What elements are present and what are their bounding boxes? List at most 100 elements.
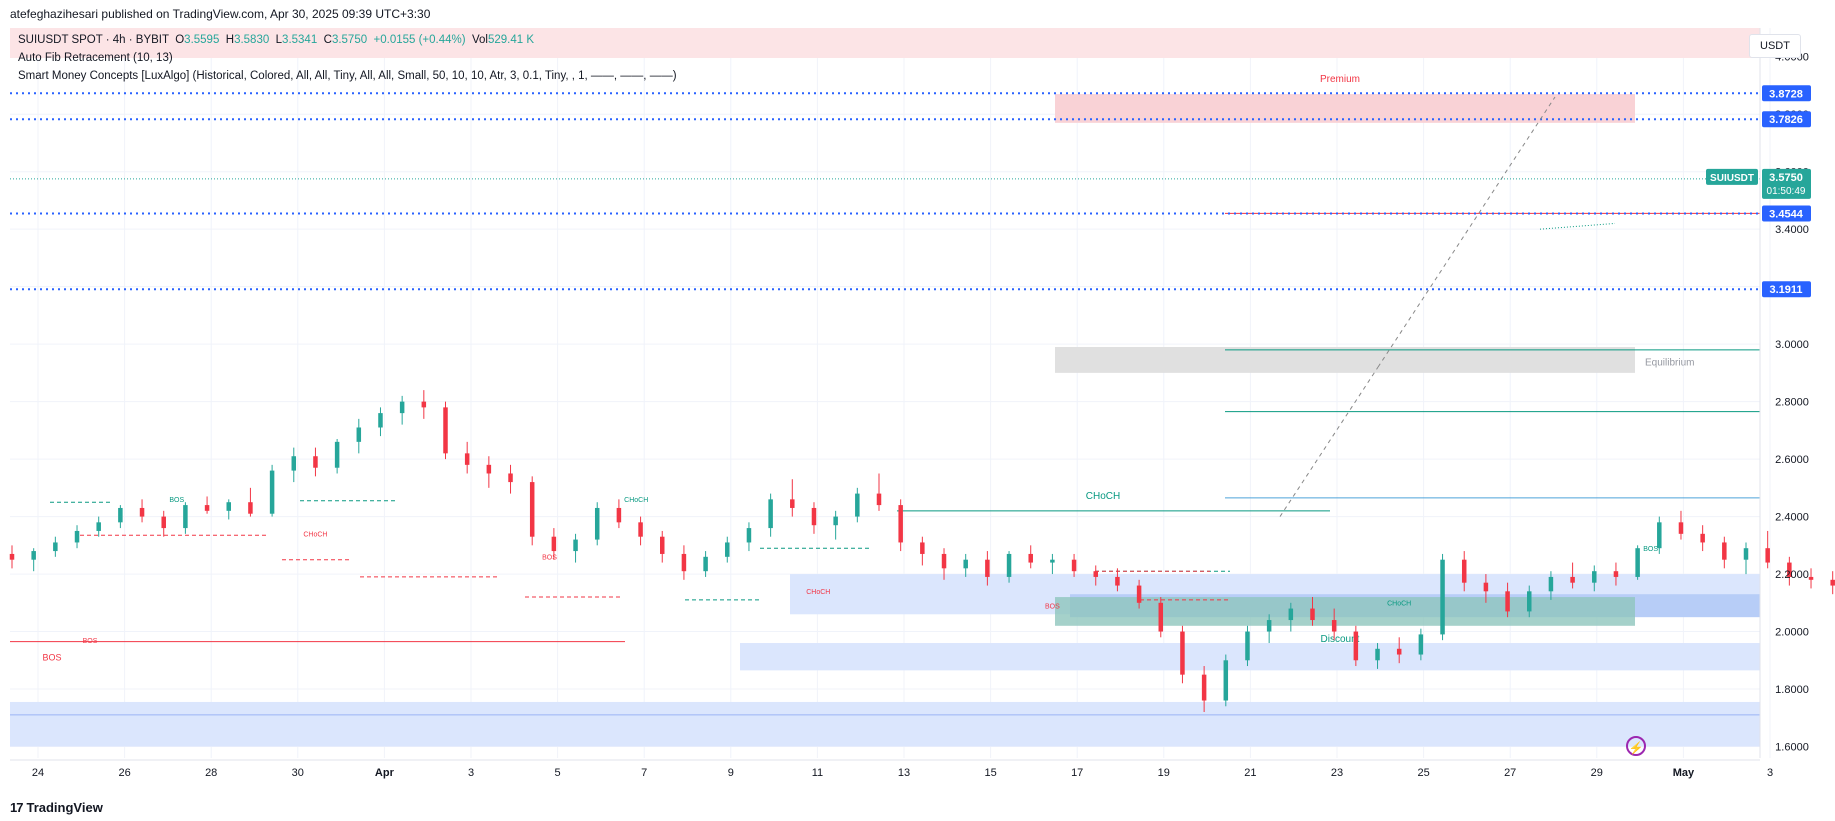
candle[interactable] — [768, 493, 773, 537]
candle[interactable] — [1223, 654, 1229, 707]
candle[interactable] — [1440, 553, 1445, 641]
candle[interactable] — [248, 487, 253, 517]
candle[interactable] — [1657, 516, 1662, 554]
candle[interactable] — [725, 536, 730, 563]
candle[interactable] — [1136, 579, 1142, 609]
candle[interactable] — [1375, 643, 1380, 669]
candle[interactable] — [96, 516, 101, 537]
candle[interactable] — [1050, 553, 1055, 575]
candle[interactable] — [790, 479, 795, 517]
candle[interactable] — [1700, 525, 1705, 552]
candle[interactable] — [1093, 565, 1099, 586]
candle[interactable] — [855, 487, 860, 523]
premium-label: Premium — [1320, 74, 1360, 85]
candle[interactable] — [421, 390, 427, 419]
candle[interactable] — [464, 441, 470, 474]
candle[interactable] — [833, 510, 838, 540]
candle[interactable] — [1180, 625, 1185, 684]
candle[interactable] — [551, 528, 557, 560]
candle[interactable] — [1743, 542, 1749, 575]
candle[interactable] — [1570, 562, 1575, 589]
candle[interactable] — [291, 447, 297, 483]
tradingview-brand[interactable]: 17 TradingView — [10, 800, 103, 815]
candle[interactable] — [1548, 571, 1554, 600]
candle[interactable] — [1505, 582, 1510, 618]
candle[interactable] — [876, 473, 882, 511]
candle[interactable] — [486, 456, 492, 488]
candle[interactable] — [1201, 666, 1207, 713]
indicator-fib-legend[interactable]: Auto Fib Retracement (10, 13) — [18, 52, 173, 64]
candle[interactable] — [334, 438, 340, 474]
candle[interactable] — [898, 499, 903, 552]
candle[interactable] — [1331, 608, 1337, 641]
candle[interactable] — [226, 499, 232, 520]
candle[interactable] — [1722, 536, 1727, 569]
candle[interactable] — [1310, 597, 1315, 626]
candle[interactable] — [1678, 510, 1684, 540]
candle-body — [1613, 571, 1619, 577]
candle[interactable] — [1006, 551, 1012, 583]
candle[interactable] — [9, 545, 15, 569]
candle[interactable] — [703, 551, 708, 577]
candle[interactable] — [660, 530, 665, 563]
candle[interactable] — [378, 407, 383, 437]
candle[interactable] — [529, 476, 535, 546]
eql-line — [1539, 222, 1616, 230]
candle[interactable] — [1115, 568, 1120, 592]
candle[interactable] — [139, 499, 145, 523]
candle[interactable] — [183, 502, 188, 534]
candle[interactable] — [508, 464, 513, 494]
candle[interactable] — [1071, 553, 1077, 577]
candle[interactable] — [204, 496, 210, 514]
candle[interactable] — [616, 499, 622, 529]
candle[interactable] — [681, 545, 687, 580]
candle[interactable] — [1592, 565, 1597, 592]
candle-body — [594, 507, 600, 540]
candle[interactable] — [399, 395, 405, 425]
candle[interactable] — [1765, 530, 1770, 569]
candle[interactable] — [1418, 628, 1424, 661]
candle[interactable] — [74, 525, 80, 549]
candle[interactable] — [161, 510, 166, 537]
candle[interactable] — [1245, 625, 1250, 667]
candle[interactable] — [941, 548, 947, 580]
candle[interactable] — [1266, 614, 1272, 644]
candle[interactable] — [1028, 545, 1033, 569]
candle-body — [118, 507, 123, 523]
lightning-icon[interactable]: ⚡ — [1626, 736, 1646, 756]
indicator-smc-legend[interactable]: Smart Money Concepts [LuxAlgo] (Historic… — [18, 70, 677, 82]
candle[interactable] — [573, 533, 578, 563]
candle[interactable] — [1635, 545, 1640, 580]
candle[interactable] — [53, 536, 58, 557]
candle[interactable] — [1288, 602, 1294, 632]
candle[interactable] — [31, 548, 36, 572]
candle[interactable] — [269, 464, 275, 517]
candle[interactable] — [811, 502, 817, 534]
candle[interactable] — [356, 418, 362, 454]
candle[interactable] — [985, 551, 990, 586]
candle-body — [551, 536, 557, 552]
candle[interactable] — [1353, 625, 1359, 667]
candle-body — [139, 507, 145, 517]
candle-body — [9, 553, 15, 560]
candle[interactable] — [1483, 574, 1489, 603]
candle[interactable] — [1158, 597, 1164, 638]
candle[interactable] — [746, 522, 752, 552]
currency-selector[interactable]: USDT — [1749, 34, 1801, 58]
candle[interactable] — [638, 516, 643, 546]
candle[interactable] — [594, 502, 600, 546]
candle[interactable] — [1613, 562, 1619, 586]
candle[interactable] — [313, 447, 318, 477]
candle[interactable] — [1830, 571, 1835, 595]
candle[interactable] — [1396, 637, 1402, 664]
candle[interactable] — [118, 505, 123, 529]
candle[interactable] — [963, 553, 968, 577]
candle[interactable] — [1787, 556, 1792, 586]
candle[interactable] — [1461, 551, 1467, 592]
candle[interactable] — [920, 536, 925, 566]
symbol-badge — [1706, 168, 1758, 185]
candle[interactable] — [443, 401, 448, 460]
candle[interactable] — [1808, 568, 1814, 589]
candle[interactable] — [1527, 585, 1532, 618]
